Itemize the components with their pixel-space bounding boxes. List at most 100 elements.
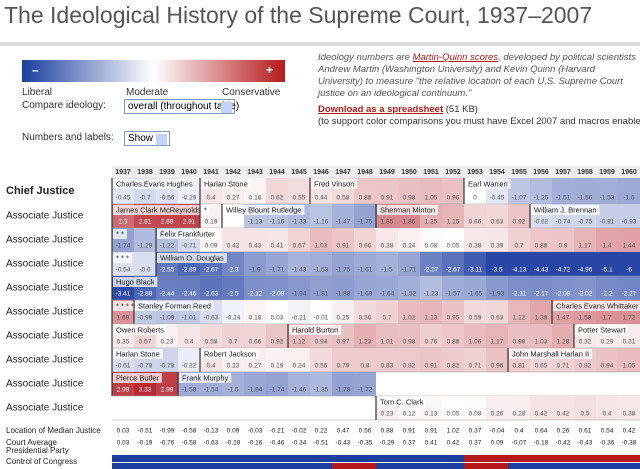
cell-value: 2.98: [161, 387, 174, 394]
cell-value: 0.43: [249, 243, 262, 250]
cell-value: 0.92: [513, 219, 526, 226]
cell: [552, 228, 574, 252]
cell-value: -2.08: [556, 291, 571, 298]
summary-value: -0.38: [622, 440, 637, 447]
summary-value: -0.29: [380, 440, 395, 447]
link[interactable]: Martin-Quinn scores: [412, 52, 499, 63]
cell: [222, 276, 244, 300]
cell-value: 0.4: [602, 411, 611, 418]
cell-value: -4.13: [512, 267, 527, 274]
summary-value: 1.02: [447, 428, 460, 435]
cell-value: 1.58: [579, 315, 592, 322]
cell-value: -1.74: [116, 243, 131, 250]
cell-value: -6: [626, 267, 632, 274]
summary-value: 0.09: [491, 440, 504, 447]
cell-value: 0.23: [381, 411, 394, 418]
cell-value: 0.76: [425, 339, 438, 346]
cell-value: 0.05: [447, 411, 460, 418]
summary-value: 0.64: [535, 428, 548, 435]
cell: [618, 276, 640, 300]
summary-value: -0.58: [182, 428, 197, 435]
cell-value: 0.32: [579, 339, 592, 346]
summary-value: -0.16: [248, 440, 263, 447]
cell-value: 0.8: [360, 363, 369, 370]
party-cell: [596, 463, 618, 469]
select[interactable]: overall (throughout table): [124, 99, 239, 114]
summary-value: 0.37: [469, 440, 482, 447]
cell: [266, 252, 288, 276]
cell: [508, 276, 530, 300]
cell-value: -1.47: [336, 219, 351, 226]
party-cell: [310, 455, 332, 462]
cell-value: 0.44: [315, 195, 328, 202]
year: 1958: [577, 169, 593, 176]
cell-value: -0.01: [314, 315, 329, 322]
cell: [332, 204, 354, 228]
cell-value: 0.98: [403, 339, 416, 346]
summary-value: 0.42: [447, 440, 460, 447]
party-cell: [354, 455, 376, 462]
cell: [178, 276, 200, 300]
name-bg: [157, 253, 227, 263]
party-cell: [552, 455, 574, 462]
cell-value: -1.53: [600, 195, 615, 202]
cell-value: 2.99: [117, 387, 130, 394]
cell-value: 0.62: [271, 195, 284, 202]
justice-name: Owen Roberts: [116, 325, 164, 334]
note: (to support color comparisons you must h…: [318, 116, 640, 127]
year: 1953: [467, 169, 483, 176]
cell: [200, 276, 222, 300]
color-scale: – +: [22, 60, 285, 82]
name-bg: [465, 179, 511, 189]
cell-value: 0.66: [359, 243, 372, 250]
cell-value: -1.64: [248, 387, 263, 394]
cell: [244, 300, 266, 324]
party-cell: [530, 463, 552, 469]
select[interactable]: Show: [124, 131, 171, 146]
year: 1938: [137, 169, 153, 176]
year: 1944: [269, 169, 285, 176]
cell-value: -0.29: [182, 195, 197, 202]
cell: [266, 372, 288, 396]
cell: [530, 178, 552, 204]
summary-value: -0.36: [600, 440, 615, 447]
cell: [574, 276, 596, 300]
name-bg: [113, 325, 167, 335]
cell: [442, 204, 464, 228]
cell: [354, 348, 376, 372]
cell-value: 0.24: [293, 363, 306, 370]
cell-value: -0.61: [116, 363, 131, 370]
cell-value: 0.23: [161, 339, 174, 346]
cell-value: -1.01: [182, 315, 197, 322]
cell-value: -1.61: [358, 267, 373, 274]
row-label: Associate Justice: [6, 259, 84, 270]
cell-value: 0.56: [359, 315, 372, 322]
cell-value: 0.98: [513, 339, 526, 346]
summary-value: -0.43: [336, 440, 351, 447]
justice-name: Charles Evans Hughes: [116, 179, 193, 188]
cell: [354, 228, 376, 252]
cell: [420, 178, 442, 204]
year: 1937: [115, 169, 131, 176]
cell-value: -0.32: [182, 363, 197, 370]
summary-value: 0.41: [425, 440, 438, 447]
cell: [398, 178, 420, 204]
cell-value: -2.63: [204, 291, 219, 298]
download-link[interactable]: Download as a spreadsheet: [318, 104, 444, 115]
row-label: Associate Justice: [6, 379, 84, 390]
year: 1956: [533, 169, 549, 176]
cell-value: 0.18: [249, 315, 262, 322]
justice-name: Earl Warren: [468, 179, 508, 188]
cell: [508, 178, 530, 204]
cell-value: -1.54: [204, 387, 219, 394]
cell-value: 3.33: [139, 387, 152, 394]
cell: [288, 252, 310, 276]
name-bg: [201, 349, 260, 359]
cell-value: -1.94: [292, 291, 307, 298]
party-cell: [574, 455, 596, 462]
cell: [266, 178, 288, 204]
name-bg: [377, 205, 439, 215]
summary-value: -0.02: [292, 428, 307, 435]
control-label: Compare ideology:: [22, 100, 106, 111]
cell-value: -1.64: [380, 291, 395, 298]
